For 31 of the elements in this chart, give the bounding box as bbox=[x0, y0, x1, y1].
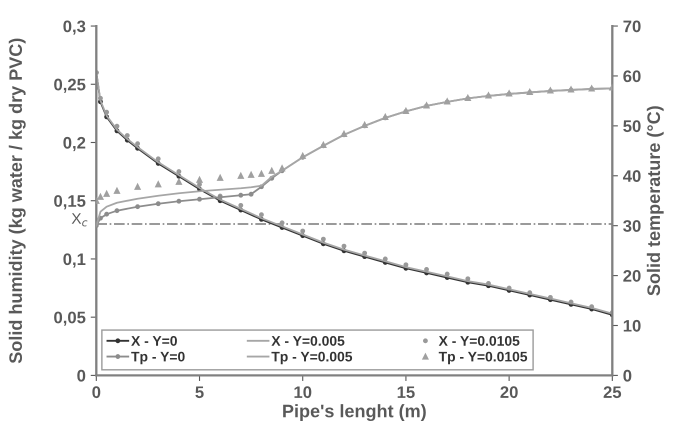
y2-tick-label: 70 bbox=[623, 20, 641, 32]
legend-label: X - Y=0.005 bbox=[271, 336, 344, 346]
x-tick-label: 0 bbox=[92, 386, 100, 398]
x-tick-label: 10 bbox=[294, 386, 312, 398]
legend-label: Tp - Y=0.005 bbox=[271, 352, 352, 364]
y-tick-label: 0,2 bbox=[63, 136, 86, 152]
y-tick-label: 0,1 bbox=[63, 253, 86, 268]
legend-label: Tp - Y=0 bbox=[131, 352, 185, 364]
y2-tick-label: 50 bbox=[623, 120, 641, 132]
x-tick-label: 20 bbox=[500, 386, 518, 398]
y2-tick-label: 30 bbox=[623, 220, 641, 232]
x-tick-label: 15 bbox=[398, 386, 415, 398]
y2-tick-label: 60 bbox=[623, 70, 641, 82]
x-tick-label: 25 bbox=[604, 386, 622, 398]
y2-tick-label: 20 bbox=[623, 270, 641, 282]
y2-axis-title: Solid temperature (°C) bbox=[646, 106, 664, 296]
y-tick-label: 0,05 bbox=[54, 312, 86, 326]
y-tick-label: 0,25 bbox=[54, 78, 86, 93]
y-tick-label: 0 bbox=[77, 370, 86, 382]
y2-tick-label: 0 bbox=[623, 370, 632, 382]
legend-label: X - Y=0 bbox=[131, 336, 177, 346]
legend-label: Tp - Y=0.0105 bbox=[438, 352, 528, 364]
y-axis-title: Solid humidity (kg water / kg dry PVC) bbox=[8, 38, 26, 364]
x-axis-title: Pipe's lenght (m) bbox=[283, 404, 426, 422]
ref-line-label: X$_{c}$ bbox=[72, 213, 88, 226]
y2-tick-label: 40 bbox=[622, 170, 641, 182]
x-tick-label: 5 bbox=[195, 386, 204, 398]
y-tick-label: 0,15 bbox=[54, 195, 86, 210]
legend-label: X - Y=0.0105 bbox=[438, 336, 520, 346]
y2-tick-label: 10 bbox=[624, 320, 641, 332]
y-tick-label: 0,3 bbox=[63, 20, 86, 35]
